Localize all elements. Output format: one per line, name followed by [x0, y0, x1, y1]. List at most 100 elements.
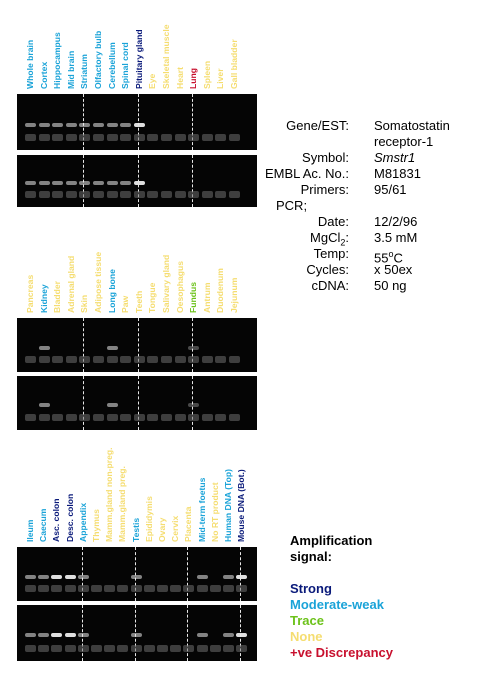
gel-1-bottom-image — [17, 155, 257, 207]
legend-moderate: Moderate-weak — [290, 597, 384, 612]
lane-group-divider — [83, 376, 85, 430]
lane-baseline-band — [93, 191, 104, 198]
lane-baseline-band — [133, 356, 145, 363]
lane-baseline-band — [38, 414, 50, 421]
lane-label: Epididymis — [143, 496, 154, 542]
lane-label: Pituitary gland — [133, 29, 144, 89]
amplification-band — [130, 633, 142, 637]
lane-baseline-band — [133, 191, 145, 198]
lane-baseline-band — [174, 134, 186, 141]
lane-label: Spleen — [201, 60, 212, 89]
amplification-band — [77, 575, 89, 580]
lane-baseline-band — [120, 134, 132, 141]
lane-baseline-band — [106, 134, 118, 141]
lane-label: Spinal cord — [120, 42, 131, 89]
gene-value-2: receptor-1 — [374, 134, 434, 149]
lane-baseline-band — [196, 585, 208, 592]
lane-baseline-band — [77, 645, 89, 652]
lane-label: Thymus — [91, 509, 101, 542]
amplification-band — [196, 575, 208, 580]
lane-baseline-band — [201, 414, 213, 421]
lane-label: Cerebellum — [106, 42, 117, 89]
lane-baseline-band — [120, 414, 132, 421]
lane-label: Skin — [79, 294, 90, 313]
lane-baseline-band — [52, 414, 64, 421]
embl-key: EMBL Ac. No.: — [264, 166, 349, 181]
amplification-band — [77, 633, 89, 637]
mgcl2-key-main: MgCl — [310, 230, 341, 245]
lane-baseline-band — [236, 585, 248, 592]
lane-label: Whole brain — [25, 39, 35, 89]
date-key: Date: — [317, 214, 349, 229]
lane-baseline-band — [91, 645, 102, 652]
lane-label: Cortex — [38, 61, 49, 89]
cdna-value: 50 ng — [374, 278, 407, 293]
lane-baseline-band — [161, 356, 172, 363]
lane-label: Ileum — [25, 519, 35, 542]
amplification-band — [25, 575, 36, 580]
symbol-row: Symbol: Smstr1 — [276, 150, 481, 166]
mgcl2-key-sub: 2 — [340, 237, 346, 248]
lane-label: Paw — [120, 295, 131, 313]
lane-group-divider — [137, 318, 139, 372]
lane-baseline-band — [143, 645, 155, 652]
lane-baseline-band — [188, 414, 200, 421]
gene-row-2: receptor-1 — [276, 134, 481, 150]
amplification-band — [106, 403, 118, 407]
lane-group-divider — [192, 318, 194, 372]
lane-label: Ovary — [157, 517, 167, 542]
lane-baseline-band — [77, 585, 89, 592]
amplification-band — [79, 181, 91, 185]
lane-baseline-band — [133, 134, 145, 141]
lane-group-divider — [192, 155, 194, 207]
lane-baseline-band — [147, 191, 159, 198]
amplification-band — [38, 403, 50, 407]
lane-baseline-band — [223, 585, 234, 592]
lane-label: Hippocampus — [52, 32, 63, 89]
gel-3-top-image — [17, 547, 257, 601]
lane-baseline-band — [25, 585, 36, 592]
lane-baseline-band — [229, 356, 240, 363]
amplification-band — [196, 633, 208, 637]
amplification-band — [106, 181, 118, 185]
temp-value-unit: C — [393, 250, 403, 266]
amplification-band — [120, 181, 132, 185]
pcr-label: PCR; — [276, 198, 308, 213]
symbol-value: Smstr1 — [374, 150, 416, 165]
cdna-row: cDNA: 50 ng — [276, 278, 481, 294]
lane-group-divider — [137, 94, 139, 150]
lane-label: Pancreas — [25, 274, 35, 313]
lane-label: Antrum — [201, 282, 212, 313]
lane-baseline-band — [64, 585, 76, 592]
amplification-band — [38, 633, 50, 637]
amplification-band — [188, 346, 200, 351]
lane-label: Placenta — [183, 506, 194, 542]
lane-group-divider — [192, 376, 194, 430]
lane-baseline-band — [223, 645, 234, 652]
lane-label: Testis — [130, 517, 141, 542]
lane-baseline-band — [183, 645, 195, 652]
lane-group-divider — [83, 318, 85, 372]
lane-label: Cervix — [170, 515, 181, 542]
amplification-band — [223, 575, 234, 580]
lane-baseline-band — [188, 356, 200, 363]
gel-2-bottom-image — [17, 376, 257, 430]
lane-label: Adrenal gland — [65, 255, 76, 313]
lane-baseline-band — [51, 585, 63, 592]
lane-label: Gall bladder — [229, 39, 239, 89]
lane-baseline-band — [188, 134, 200, 141]
lane-baseline-band — [157, 645, 168, 652]
amplification-band — [133, 123, 145, 128]
lane-baseline-band — [215, 134, 227, 141]
lane-baseline-band — [64, 645, 76, 652]
lane-label: Desc. colon — [64, 493, 75, 542]
lane-group-divider — [240, 547, 242, 601]
lane-group-divider — [83, 94, 85, 150]
lane-baseline-band — [65, 134, 77, 141]
lane-baseline-band — [93, 356, 104, 363]
lane-baseline-band — [147, 134, 159, 141]
cdna-key: cDNA: — [311, 278, 349, 293]
lane-baseline-band — [38, 645, 50, 652]
lane-baseline-band — [229, 134, 240, 141]
lane-baseline-band — [52, 134, 64, 141]
